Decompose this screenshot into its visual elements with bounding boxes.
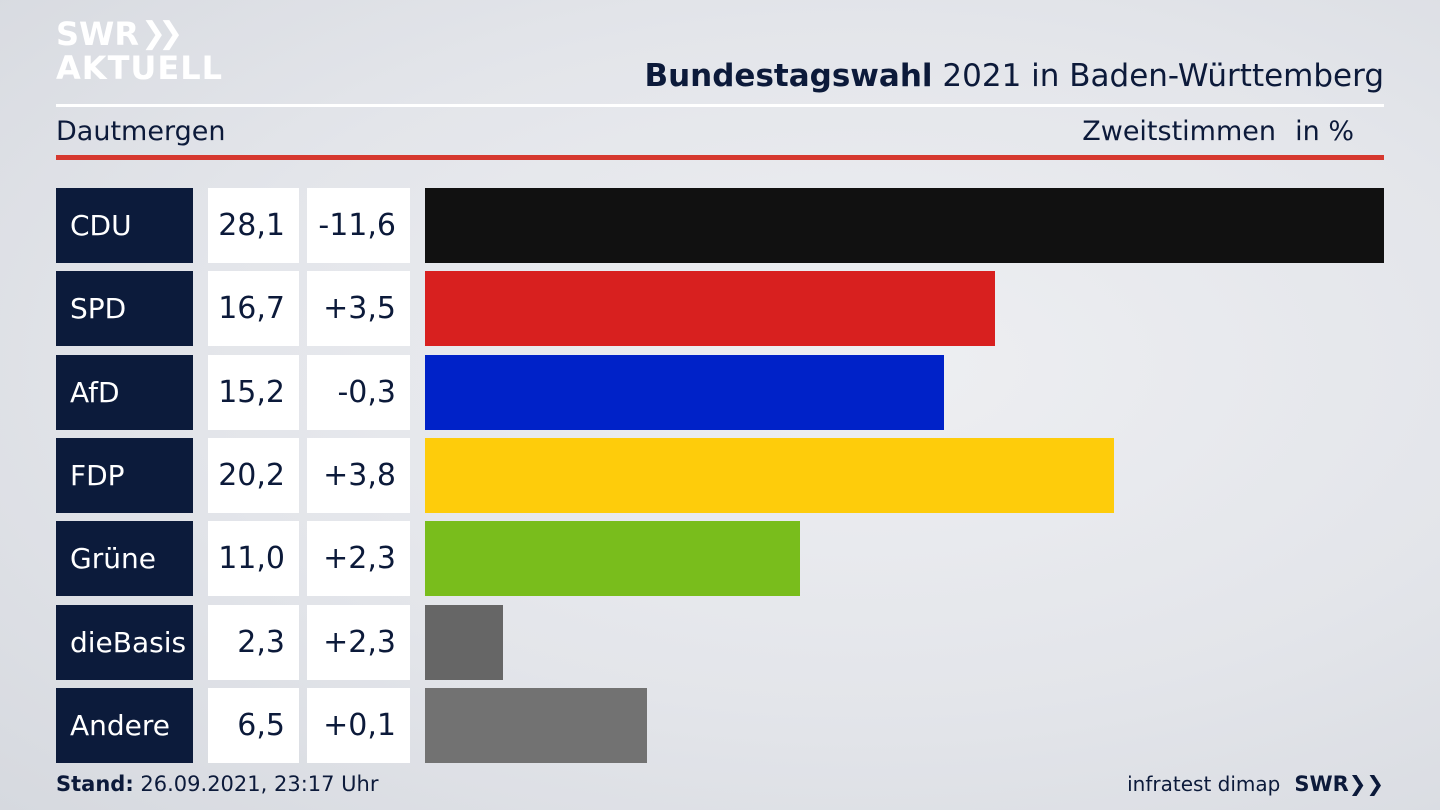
result-row: Andere 6,5 +0,1	[56, 688, 1384, 763]
result-row: dieBasis 2,3 +2,3	[56, 605, 1384, 680]
change-value: +2,3	[307, 521, 410, 596]
result-row: CDU 28,1 -11,6	[56, 188, 1384, 263]
result-row: AfD 15,2 -0,3	[56, 355, 1384, 430]
timestamp: Stand: 26.09.2021, 23:17 Uhr	[56, 772, 379, 796]
swr-aktuell-logo: SWR ❯❯ AKTUELL	[56, 18, 223, 84]
swr-brand-logo: SWR❯❯	[1294, 772, 1384, 796]
red-divider	[56, 155, 1384, 160]
vote-share-value: 15,2	[208, 355, 299, 430]
logo-line1: SWR	[56, 15, 139, 53]
vote-share-value: 2,3	[208, 605, 299, 680]
vote-share-bar	[425, 438, 1114, 513]
source-label: infratest dimap	[1127, 772, 1281, 796]
page-title: Bundestagswahl 2021 in Baden-Württemberg	[644, 58, 1384, 94]
unit-label: in %	[1295, 116, 1354, 147]
change-value: -0,3	[307, 355, 410, 430]
party-label: Andere	[56, 688, 193, 763]
change-value: +3,5	[307, 271, 410, 346]
vote-share-bar	[425, 605, 503, 680]
vote-share-bar	[425, 688, 647, 763]
stand-label: Stand:	[56, 772, 134, 796]
vote-share-bar	[425, 355, 944, 430]
party-label: CDU	[56, 188, 193, 263]
brand-text: SWR	[1294, 772, 1349, 796]
stand-value: 26.09.2021, 23:17 Uhr	[133, 772, 379, 796]
vote-share-bar	[425, 188, 1384, 263]
change-value: -11,6	[307, 188, 410, 263]
title-rest: 2021 in Baden-Württemberg	[932, 58, 1384, 94]
change-value: +0,1	[307, 688, 410, 763]
vote-share-value: 28,1	[208, 188, 299, 263]
vote-type-label: Zweitstimmen	[1082, 116, 1276, 147]
vote-share-value: 6,5	[208, 688, 299, 763]
source-credit: infratest dimap SWR❯❯	[1127, 772, 1384, 796]
party-label: SPD	[56, 271, 193, 346]
vote-share-bar	[425, 271, 995, 346]
header-divider	[56, 104, 1384, 107]
change-value: +3,8	[307, 438, 410, 513]
party-label: AfD	[56, 355, 193, 430]
result-row: SPD 16,7 +3,5	[56, 271, 1384, 346]
vote-share-value: 16,7	[208, 271, 299, 346]
logo-line2: AKTUELL	[56, 49, 224, 87]
change-value: +2,3	[307, 605, 410, 680]
vote-share-bar	[425, 521, 800, 596]
party-label: FDP	[56, 438, 193, 513]
vote-share-value: 11,0	[208, 521, 299, 596]
chevrons-icon: ❯❯	[140, 16, 183, 51]
vote-share-value: 20,2	[208, 438, 299, 513]
result-row: FDP 20,2 +3,8	[56, 438, 1384, 513]
result-row: Grüne 11,0 +2,3	[56, 521, 1384, 596]
region-label: Dautmergen	[56, 116, 226, 147]
party-label: Grüne	[56, 521, 193, 596]
title-bold: Bundestagswahl	[644, 58, 933, 94]
party-label: dieBasis	[56, 605, 193, 680]
